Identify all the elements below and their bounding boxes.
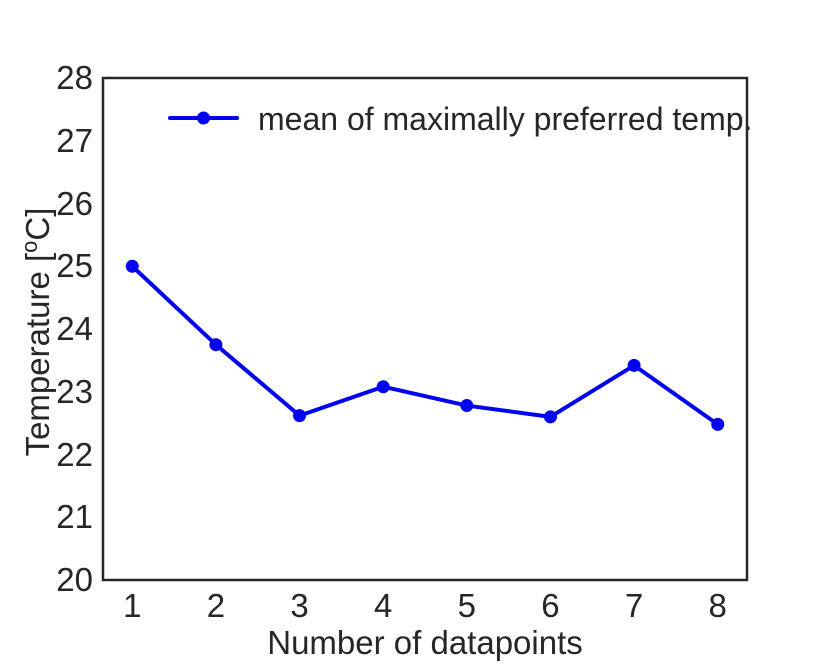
- y-tick-label: 27: [56, 121, 93, 159]
- y-axis-label-suffix: C]: [19, 207, 56, 241]
- data-point-marker: [711, 417, 725, 431]
- plot-area-frame: [101, 76, 749, 582]
- data-point-marker: [209, 338, 223, 352]
- y-tick-label: 22: [56, 435, 93, 473]
- x-tick-label: 3: [290, 587, 309, 624]
- x-tick-label: 5: [457, 587, 476, 624]
- y-tick-label: 28: [56, 59, 93, 96]
- x-tick-label: 8: [708, 587, 727, 624]
- legend-marker-dot: [197, 111, 210, 125]
- x-axis-label: Number of datapoints: [267, 624, 583, 661]
- legend-label: mean of maximally preferred temp.: [258, 101, 753, 137]
- data-point-marker: [125, 259, 139, 273]
- data-point-marker: [293, 409, 307, 423]
- data-point-marker: [543, 410, 557, 424]
- y-tick-label: 24: [56, 310, 93, 347]
- data-point-marker: [460, 399, 474, 413]
- y-tick-label: 20: [56, 561, 93, 598]
- x-tick-label: 1: [123, 587, 142, 624]
- x-tick-label: 6: [541, 587, 560, 624]
- data-point-marker: [376, 380, 390, 394]
- series-line: [130, 264, 720, 427]
- x-tick-label: 4: [373, 587, 393, 624]
- x-tick-label: 7: [624, 587, 644, 624]
- data-point-marker: [627, 358, 641, 372]
- y-axis-label: Temperature [oC]: [17, 207, 57, 457]
- x-tick-label: 2: [206, 587, 226, 624]
- degree-superscript: o: [17, 240, 42, 253]
- y-axis-label-prefix: Temperature [: [19, 252, 56, 457]
- y-tick-label: 21: [56, 498, 93, 536]
- y-tick-label: 23: [56, 372, 93, 410]
- legend-marker: [168, 111, 239, 125]
- series-group: [125, 259, 725, 431]
- y-tick-label: 25: [56, 247, 93, 285]
- y-tick-label: 26: [56, 184, 93, 222]
